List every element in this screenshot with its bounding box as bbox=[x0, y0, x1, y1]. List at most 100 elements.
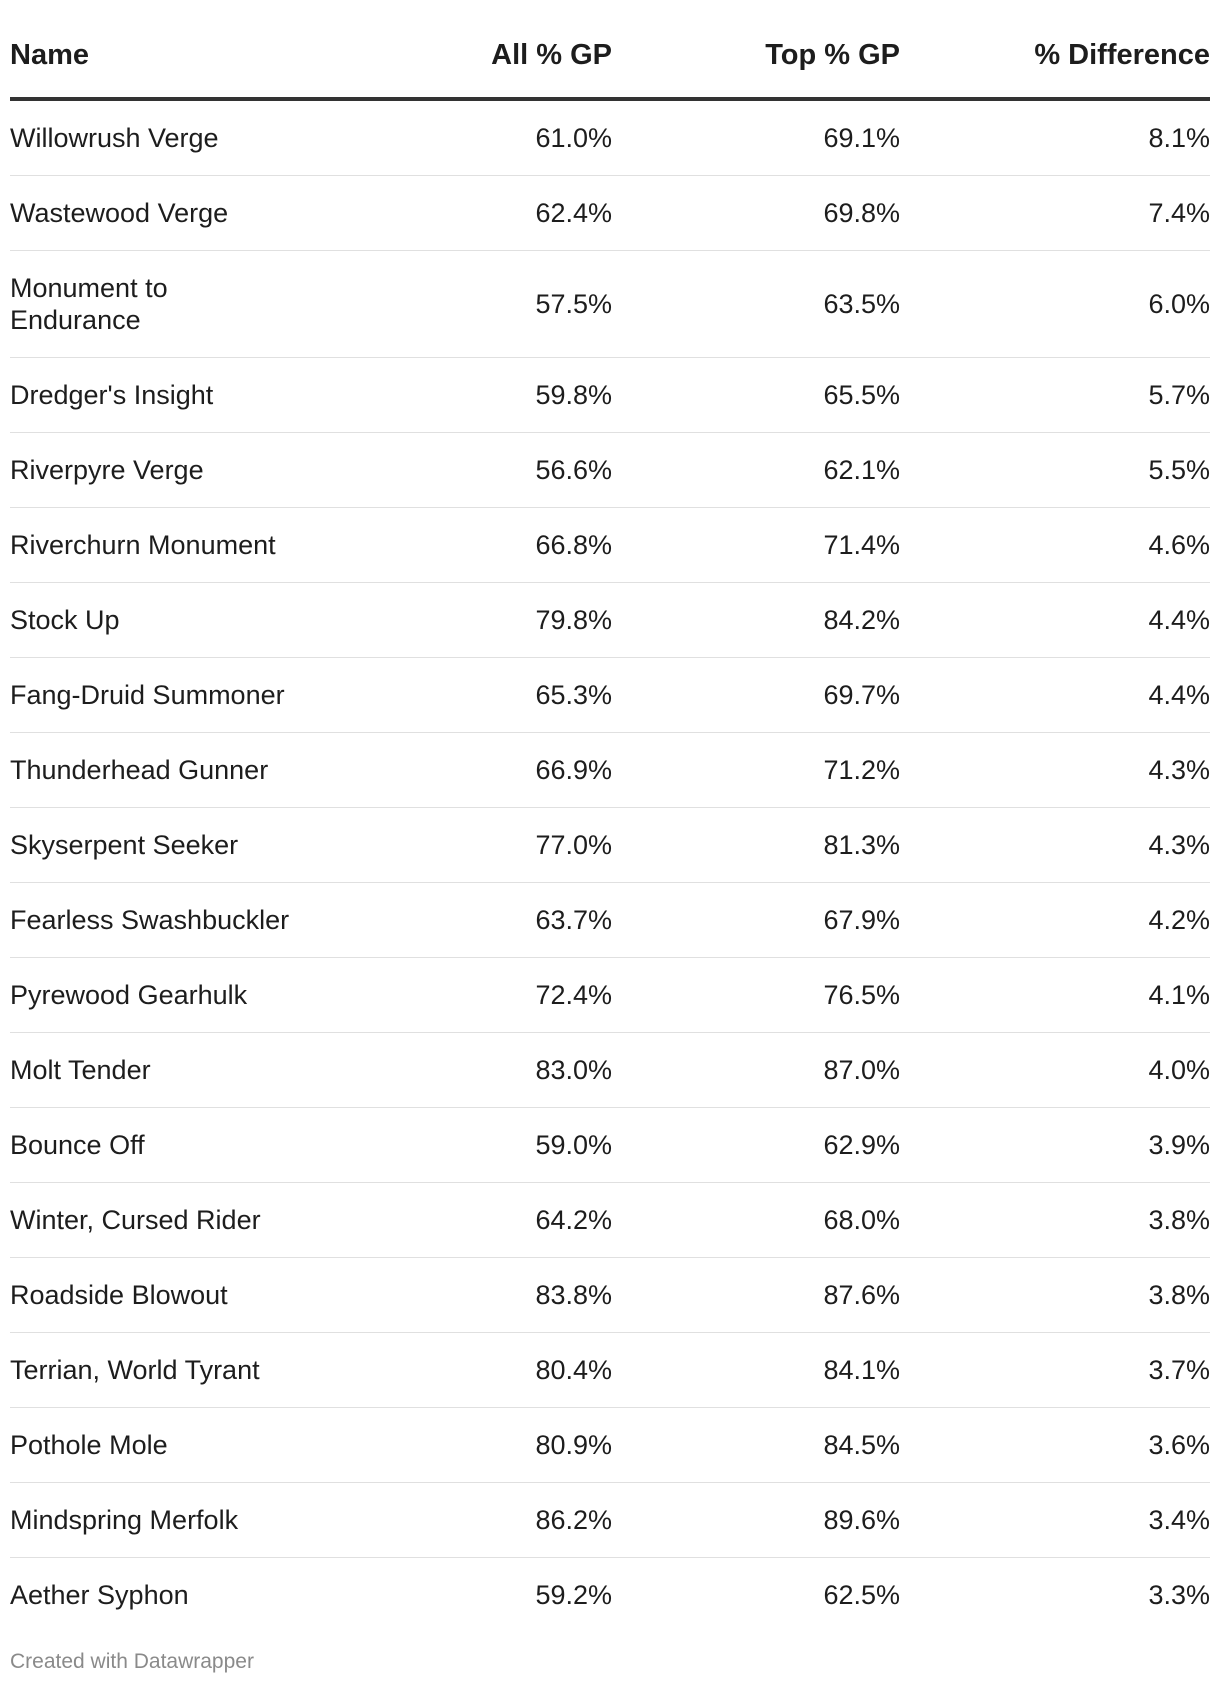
cell-top-gp: 71.2% bbox=[612, 732, 900, 808]
cell-all-gp: 79.8% bbox=[370, 582, 612, 658]
cell-name: Thunderhead Gunner bbox=[10, 732, 370, 808]
cell-all-gp: 56.6% bbox=[370, 432, 612, 508]
cell-difference: 3.4% bbox=[900, 1482, 1210, 1558]
table-row: Terrian, World Tyrant 80.4% 84.1% 3.7% bbox=[10, 1332, 1210, 1408]
cell-name: Wastewood Verge bbox=[10, 175, 370, 251]
table-row: Willowrush Verge 61.0% 69.1% 8.1% bbox=[10, 99, 1210, 176]
cell-difference: 3.8% bbox=[900, 1182, 1210, 1258]
cell-difference: 5.7% bbox=[900, 357, 1210, 433]
cell-name: Fearless Swashbuckler bbox=[10, 882, 370, 958]
table-row: Molt Tender 83.0% 87.0% 4.0% bbox=[10, 1032, 1210, 1108]
cell-top-gp: 76.5% bbox=[612, 957, 900, 1033]
cell-difference: 4.1% bbox=[900, 957, 1210, 1033]
cell-top-gp: 68.0% bbox=[612, 1182, 900, 1258]
cell-all-gp: 65.3% bbox=[370, 657, 612, 733]
cell-top-gp: 69.8% bbox=[612, 175, 900, 251]
cell-name: Riverchurn Monument bbox=[10, 507, 370, 583]
cell-name: Riverpyre Verge bbox=[10, 432, 370, 508]
cell-difference: 6.0% bbox=[900, 250, 1210, 358]
table-row: Riverpyre Verge 56.6% 62.1% 5.5% bbox=[10, 432, 1210, 508]
cell-top-gp: 84.5% bbox=[612, 1407, 900, 1483]
cell-difference: 8.1% bbox=[900, 99, 1210, 176]
table-row: Mindspring Merfolk 86.2% 89.6% 3.4% bbox=[10, 1482, 1210, 1558]
cell-top-gp: 81.3% bbox=[612, 807, 900, 883]
cell-difference: 4.4% bbox=[900, 657, 1210, 733]
cell-name: Winter, Cursed Rider bbox=[10, 1182, 370, 1258]
cell-name: Monument to Endurance bbox=[10, 250, 370, 358]
cell-difference: 4.2% bbox=[900, 882, 1210, 958]
table-row: Stock Up 79.8% 84.2% 4.4% bbox=[10, 582, 1210, 658]
cell-name: Terrian, World Tyrant bbox=[10, 1332, 370, 1408]
cell-all-gp: 59.8% bbox=[370, 357, 612, 433]
table-row: Riverchurn Monument 66.8% 71.4% 4.6% bbox=[10, 507, 1210, 583]
cell-name: Stock Up bbox=[10, 582, 370, 658]
cell-top-gp: 62.5% bbox=[823, 1579, 900, 1610]
cell-name: Roadside Blowout bbox=[10, 1257, 370, 1333]
table-row: Fearless Swashbuckler 63.7% 67.9% 4.2% bbox=[10, 882, 1210, 958]
table-row: Bounce Off 59.0% 62.9% 3.9% bbox=[10, 1107, 1210, 1183]
cell-all-gp: 66.8% bbox=[370, 507, 612, 583]
table-row: Skyserpent Seeker 77.0% 81.3% 4.3% bbox=[10, 807, 1210, 883]
cell-all-gp: 66.9% bbox=[370, 732, 612, 808]
cell-all-gp: 59.2% bbox=[535, 1579, 612, 1610]
cell-name: Skyserpent Seeker bbox=[10, 807, 370, 883]
cell-name: Bounce Off bbox=[10, 1107, 370, 1183]
table-row: Winter, Cursed Rider 64.2% 68.0% 3.8% bbox=[10, 1182, 1210, 1258]
cell-top-gp: 84.2% bbox=[612, 582, 900, 658]
cell-difference: 4.3% bbox=[900, 807, 1210, 883]
data-table: Name All % GP Top % GP % Difference Will… bbox=[10, 0, 1210, 1632]
cell-name: Molt Tender bbox=[10, 1032, 370, 1108]
cell-name: Aether Syphon bbox=[10, 1580, 189, 1610]
column-header-difference[interactable]: % Difference bbox=[900, 0, 1210, 101]
cell-top-gp: 62.9% bbox=[612, 1107, 900, 1183]
cell-difference: 4.3% bbox=[900, 732, 1210, 808]
cell-top-gp: 67.9% bbox=[612, 882, 900, 958]
cell-all-gp: 83.8% bbox=[370, 1257, 612, 1333]
cell-name: Mindspring Merfolk bbox=[10, 1482, 370, 1558]
table-body: Willowrush Verge 61.0% 69.1% 8.1% Wastewood … bbox=[10, 99, 1210, 1632]
datawrapper-credit: Created with Datawrapper bbox=[10, 1650, 254, 1673]
column-header-all-gp[interactable]: All % GP bbox=[370, 0, 612, 101]
cell-name: Willowrush Verge bbox=[10, 99, 370, 176]
cell-difference: 3.8% bbox=[900, 1257, 1210, 1333]
header-row: Name All % GP Top % GP % Difference bbox=[10, 0, 1210, 101]
table-row: Aether Syphon 59.2% 62.5% 3.3% bbox=[10, 1558, 1210, 1633]
cell-all-gp: 72.4% bbox=[370, 957, 612, 1033]
cell-difference: 4.4% bbox=[900, 582, 1210, 658]
cell-difference: 3.9% bbox=[900, 1107, 1210, 1183]
cell-top-gp: 89.6% bbox=[612, 1482, 900, 1558]
column-header-name[interactable]: Name bbox=[10, 0, 370, 101]
cell-all-gp: 80.9% bbox=[370, 1407, 612, 1483]
table-row: Wastewood Verge 62.4% 69.8% 7.4% bbox=[10, 175, 1210, 251]
cell-difference: 7.4% bbox=[900, 175, 1210, 251]
cell-difference: 3.6% bbox=[900, 1407, 1210, 1483]
cell-all-gp: 62.4% bbox=[370, 175, 612, 251]
cell-difference: 3.7% bbox=[900, 1332, 1210, 1408]
cell-difference: 3.3% bbox=[1148, 1579, 1210, 1610]
cell-difference: 4.0% bbox=[900, 1032, 1210, 1108]
column-header-top-gp[interactable]: Top % GP bbox=[612, 0, 900, 101]
cell-top-gp: 65.5% bbox=[612, 357, 900, 433]
cell-difference: 5.5% bbox=[900, 432, 1210, 508]
data-table-container: Name All % GP Top % GP % Difference Will… bbox=[10, 0, 1210, 1632]
cell-name: Fang-Druid Summoner bbox=[10, 657, 370, 733]
cell-top-gp: 63.5% bbox=[612, 250, 900, 358]
cell-top-gp: 84.1% bbox=[612, 1332, 900, 1408]
table-row: Thunderhead Gunner 66.9% 71.2% 4.3% bbox=[10, 732, 1210, 808]
cell-name: Pothole Mole bbox=[10, 1407, 370, 1483]
cell-top-gp: 71.4% bbox=[612, 507, 900, 583]
cell-all-gp: 57.5% bbox=[370, 250, 612, 358]
cell-name: Pyrewood Gearhulk bbox=[10, 957, 370, 1033]
cell-all-gp: 80.4% bbox=[370, 1332, 612, 1408]
table-row: Dredger's Insight 59.8% 65.5% 5.7% bbox=[10, 357, 1210, 433]
cell-all-gp: 77.0% bbox=[370, 807, 612, 883]
cell-top-gp: 62.1% bbox=[612, 432, 900, 508]
table-row: Roadside Blowout 83.8% 87.6% 3.8% bbox=[10, 1257, 1210, 1333]
cell-all-gp: 64.2% bbox=[370, 1182, 612, 1258]
cell-top-gp: 87.0% bbox=[612, 1032, 900, 1108]
cell-top-gp: 69.1% bbox=[612, 99, 900, 176]
cell-top-gp: 69.7% bbox=[612, 657, 900, 733]
cell-all-gp: 83.0% bbox=[370, 1032, 612, 1108]
cell-difference: 4.6% bbox=[900, 507, 1210, 583]
table-header: Name All % GP Top % GP % Difference bbox=[10, 0, 1210, 101]
